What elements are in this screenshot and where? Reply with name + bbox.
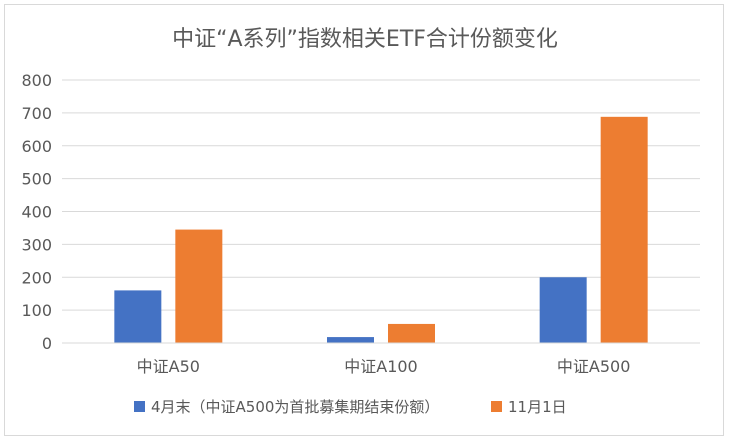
y-axis-ticks: 0 100 200 300 400 500 600 700 800 [21,71,52,353]
y-tick-label: 100 [21,301,52,320]
y-tick-label: 200 [21,268,52,287]
y-tick-label: 0 [42,334,52,353]
x-category-label: 中证A50 [137,357,200,376]
bar-series-2-3 [600,116,648,343]
bar-series-1-3 [539,277,587,343]
bar-series-2-1 [175,229,223,343]
legend-swatch-series-2 [491,401,502,412]
legend: 4月末（中证A500为首批募集期结束份额） 11月1日 [134,398,567,416]
y-tick-label: 300 [21,235,52,254]
gridlines [62,79,700,311]
legend-label-series-2: 11月1日 [508,398,567,416]
legend-swatch-series-1 [134,401,145,412]
x-category-label: 中证A500 [557,357,631,376]
y-tick-label: 400 [21,203,52,222]
x-axis-categories: 中证A50 中证A100 中证A500 [137,357,631,376]
bar-series-2-2 [388,323,435,343]
bar-series-1-2 [327,337,374,343]
bar-series-1-1 [114,290,162,343]
bars [114,116,648,343]
y-tick-label: 600 [21,137,52,156]
x-category-label: 中证A100 [344,357,418,376]
chart-title: 中证“A系列”指数相关ETF合计份额变化 [172,27,558,52]
y-tick-label: 800 [21,71,52,90]
legend-label-series-1: 4月末（中证A500为首批募集期结束份额） [151,398,439,416]
y-tick-label: 500 [21,170,52,189]
y-tick-label: 700 [21,104,52,123]
